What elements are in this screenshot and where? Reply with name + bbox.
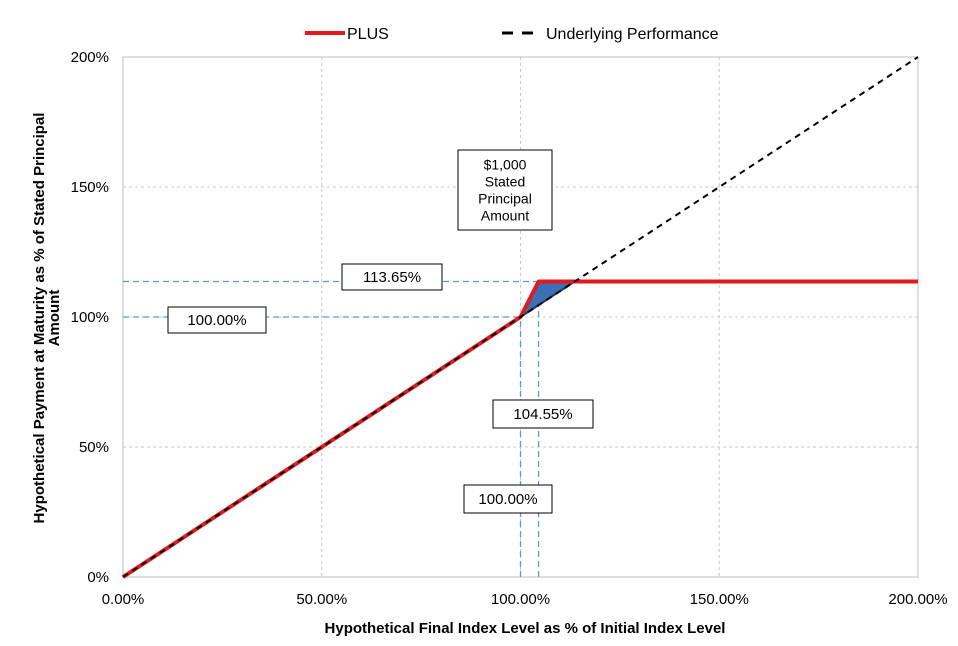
series-group xyxy=(121,56,919,579)
annotation-text: $1,000 xyxy=(484,157,527,173)
annotation-box xyxy=(463,484,553,514)
annotation-text: 113.65% xyxy=(363,269,421,286)
annotation-label_x100: 100.00% xyxy=(463,484,553,514)
legend-label: Underlying Performance xyxy=(546,26,719,43)
x-tick-label: 200.00% xyxy=(888,591,947,608)
annotation-box xyxy=(492,399,594,429)
reference-lines xyxy=(123,280,540,577)
x-tick-labels: 0.00% 50.00% 100.00% 150.00% 200.00% xyxy=(102,591,948,608)
annotation-text: Stated xyxy=(485,174,525,190)
x-tick-label: 100.00% xyxy=(491,591,550,608)
x-tick-label: 150.00% xyxy=(690,591,749,608)
legend-label: PLUS xyxy=(347,26,389,43)
legend-item-plus: PLUS xyxy=(305,26,389,43)
y-tick-label: 100% xyxy=(71,309,109,326)
y-tick-label: 150% xyxy=(71,179,109,196)
y-axis-title-line-2: Amount xyxy=(46,290,63,347)
x-tick-label: 50.00% xyxy=(296,591,347,608)
y-tick-label: 200% xyxy=(71,49,109,66)
y-axis-title-line-1: Hypothetical Payment at Maturity as % of… xyxy=(31,113,48,524)
y-tick-labels: 0% 50% 100% 150% 200% xyxy=(71,49,109,586)
series-line-underlying xyxy=(122,56,919,578)
annotation-text: 104.55% xyxy=(513,406,572,423)
annotation-label_104: 104.55% xyxy=(492,399,594,429)
x-axis-title: Hypothetical Final Index Level as % of I… xyxy=(325,620,726,637)
annotations: 113.65% 100.00% 104.55% 100.00% $1,000Stated… xyxy=(167,149,594,514)
annotation-label_y100: 100.00% xyxy=(167,306,267,334)
series-line-plus xyxy=(121,279,918,579)
y-tick-label: 50% xyxy=(79,439,109,456)
annotation-box xyxy=(457,149,553,231)
legend-item-underlying: Underlying Performance xyxy=(502,26,719,43)
annotation-text: Principal xyxy=(478,191,532,207)
annotation-box xyxy=(167,306,267,334)
annotation-box xyxy=(341,263,443,291)
annotation-label_113: 113.65% xyxy=(341,263,443,291)
x-tick-label: 0.00% xyxy=(102,591,145,608)
y-axis-title: Hypothetical Payment at Maturity as % of… xyxy=(31,113,63,524)
annotation-text: 100.00% xyxy=(478,491,537,508)
y-tick-label: 0% xyxy=(87,569,109,586)
legend: PLUS Underlying Performance xyxy=(305,26,719,43)
annotation-text: 100.00% xyxy=(187,312,246,329)
annotation-text: Amount xyxy=(481,208,529,224)
